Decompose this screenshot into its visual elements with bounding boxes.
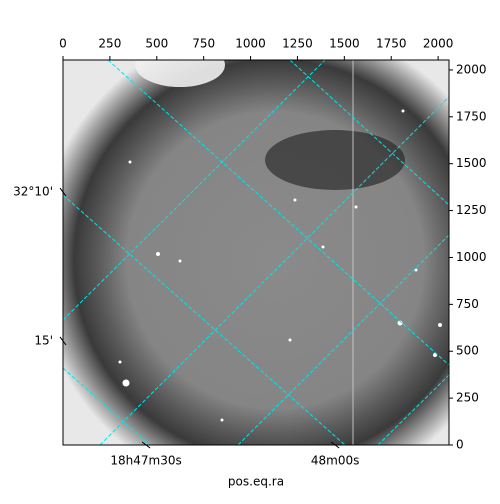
x-tick-label: 750 [192,37,215,51]
sky-image [63,60,449,445]
y-tick-label: 1000 [456,250,487,264]
x-tick-label: 2000 [423,37,454,51]
y-tick-label: 500 [456,344,479,358]
ra-tick [330,441,340,449]
y-tick-label: 1750 [456,109,487,123]
x-tick-label: 1750 [376,37,407,51]
y-tick-label: 250 [456,391,479,405]
x-tick-label: 1500 [329,37,360,51]
ra-tick-label: 48m00s [311,454,359,468]
x-tick-label: 1000 [235,37,266,51]
ra-tick [141,441,151,449]
y-tick-label: 1250 [456,203,487,217]
y-tick-label: 2000 [456,62,487,76]
y-tick-label: 1500 [456,156,487,170]
dec-tick-label: 32°10' [13,185,53,199]
frame [62,59,450,446]
dec-tick [59,187,67,197]
ra-tick-label: 18h47m30s [110,454,181,468]
x-tick-label: 250 [98,37,121,51]
y-tick-label: 750 [456,297,479,311]
dec-tick-label: 15' [34,333,53,347]
x-tick-label: 1250 [282,37,313,51]
x-label: pos.eq.ra [228,475,284,489]
y-tick-label: 0 [456,438,464,452]
x-tick-label: 500 [145,37,168,51]
x-tick-label: 0 [59,37,67,51]
dec-tick [59,336,67,346]
